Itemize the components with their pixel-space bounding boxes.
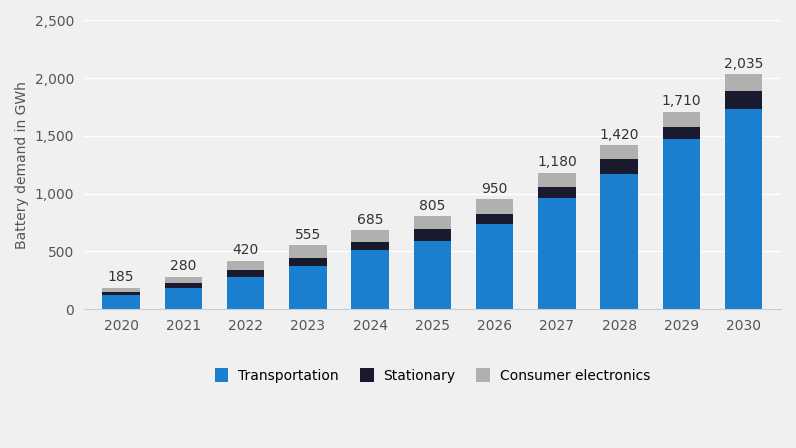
Text: 2,035: 2,035	[724, 57, 763, 71]
Bar	[538, 198, 576, 309]
Bar	[725, 109, 763, 309]
Bar	[352, 250, 388, 309]
Bar	[227, 277, 264, 309]
Bar	[414, 229, 451, 241]
Text: 420: 420	[232, 243, 259, 257]
Text: 1,180: 1,180	[537, 155, 577, 169]
Bar	[600, 174, 638, 309]
Bar	[476, 215, 513, 224]
Text: 185: 185	[108, 270, 135, 284]
Text: 280: 280	[170, 259, 197, 273]
Text: 1,420: 1,420	[599, 128, 639, 142]
Bar	[165, 283, 202, 288]
Bar	[289, 267, 326, 309]
Bar	[600, 159, 638, 174]
Bar	[663, 112, 700, 127]
Bar	[414, 241, 451, 309]
Bar	[165, 288, 202, 309]
Text: 805: 805	[419, 199, 446, 213]
Bar	[476, 199, 513, 215]
Bar	[352, 230, 388, 242]
Bar	[600, 145, 638, 159]
Bar	[725, 91, 763, 109]
Bar	[538, 173, 576, 187]
Bar	[227, 261, 264, 271]
Bar	[165, 277, 202, 283]
Text: 685: 685	[357, 212, 384, 227]
Bar	[227, 271, 264, 277]
Bar	[352, 242, 388, 250]
Text: 1,710: 1,710	[661, 94, 701, 108]
Bar	[103, 288, 140, 292]
Bar	[103, 295, 140, 309]
Bar	[663, 127, 700, 139]
Text: 950: 950	[482, 182, 508, 196]
Bar	[289, 245, 326, 258]
Text: 555: 555	[295, 228, 321, 241]
Bar	[414, 216, 451, 229]
Bar	[663, 139, 700, 309]
Bar	[289, 258, 326, 267]
Y-axis label: Battery demand in GWh: Battery demand in GWh	[15, 81, 29, 249]
Bar	[725, 74, 763, 91]
Bar	[103, 292, 140, 295]
Bar	[476, 224, 513, 309]
Legend: Transportation, Stationary, Consumer electronics: Transportation, Stationary, Consumer ele…	[209, 362, 656, 388]
Bar	[538, 187, 576, 198]
